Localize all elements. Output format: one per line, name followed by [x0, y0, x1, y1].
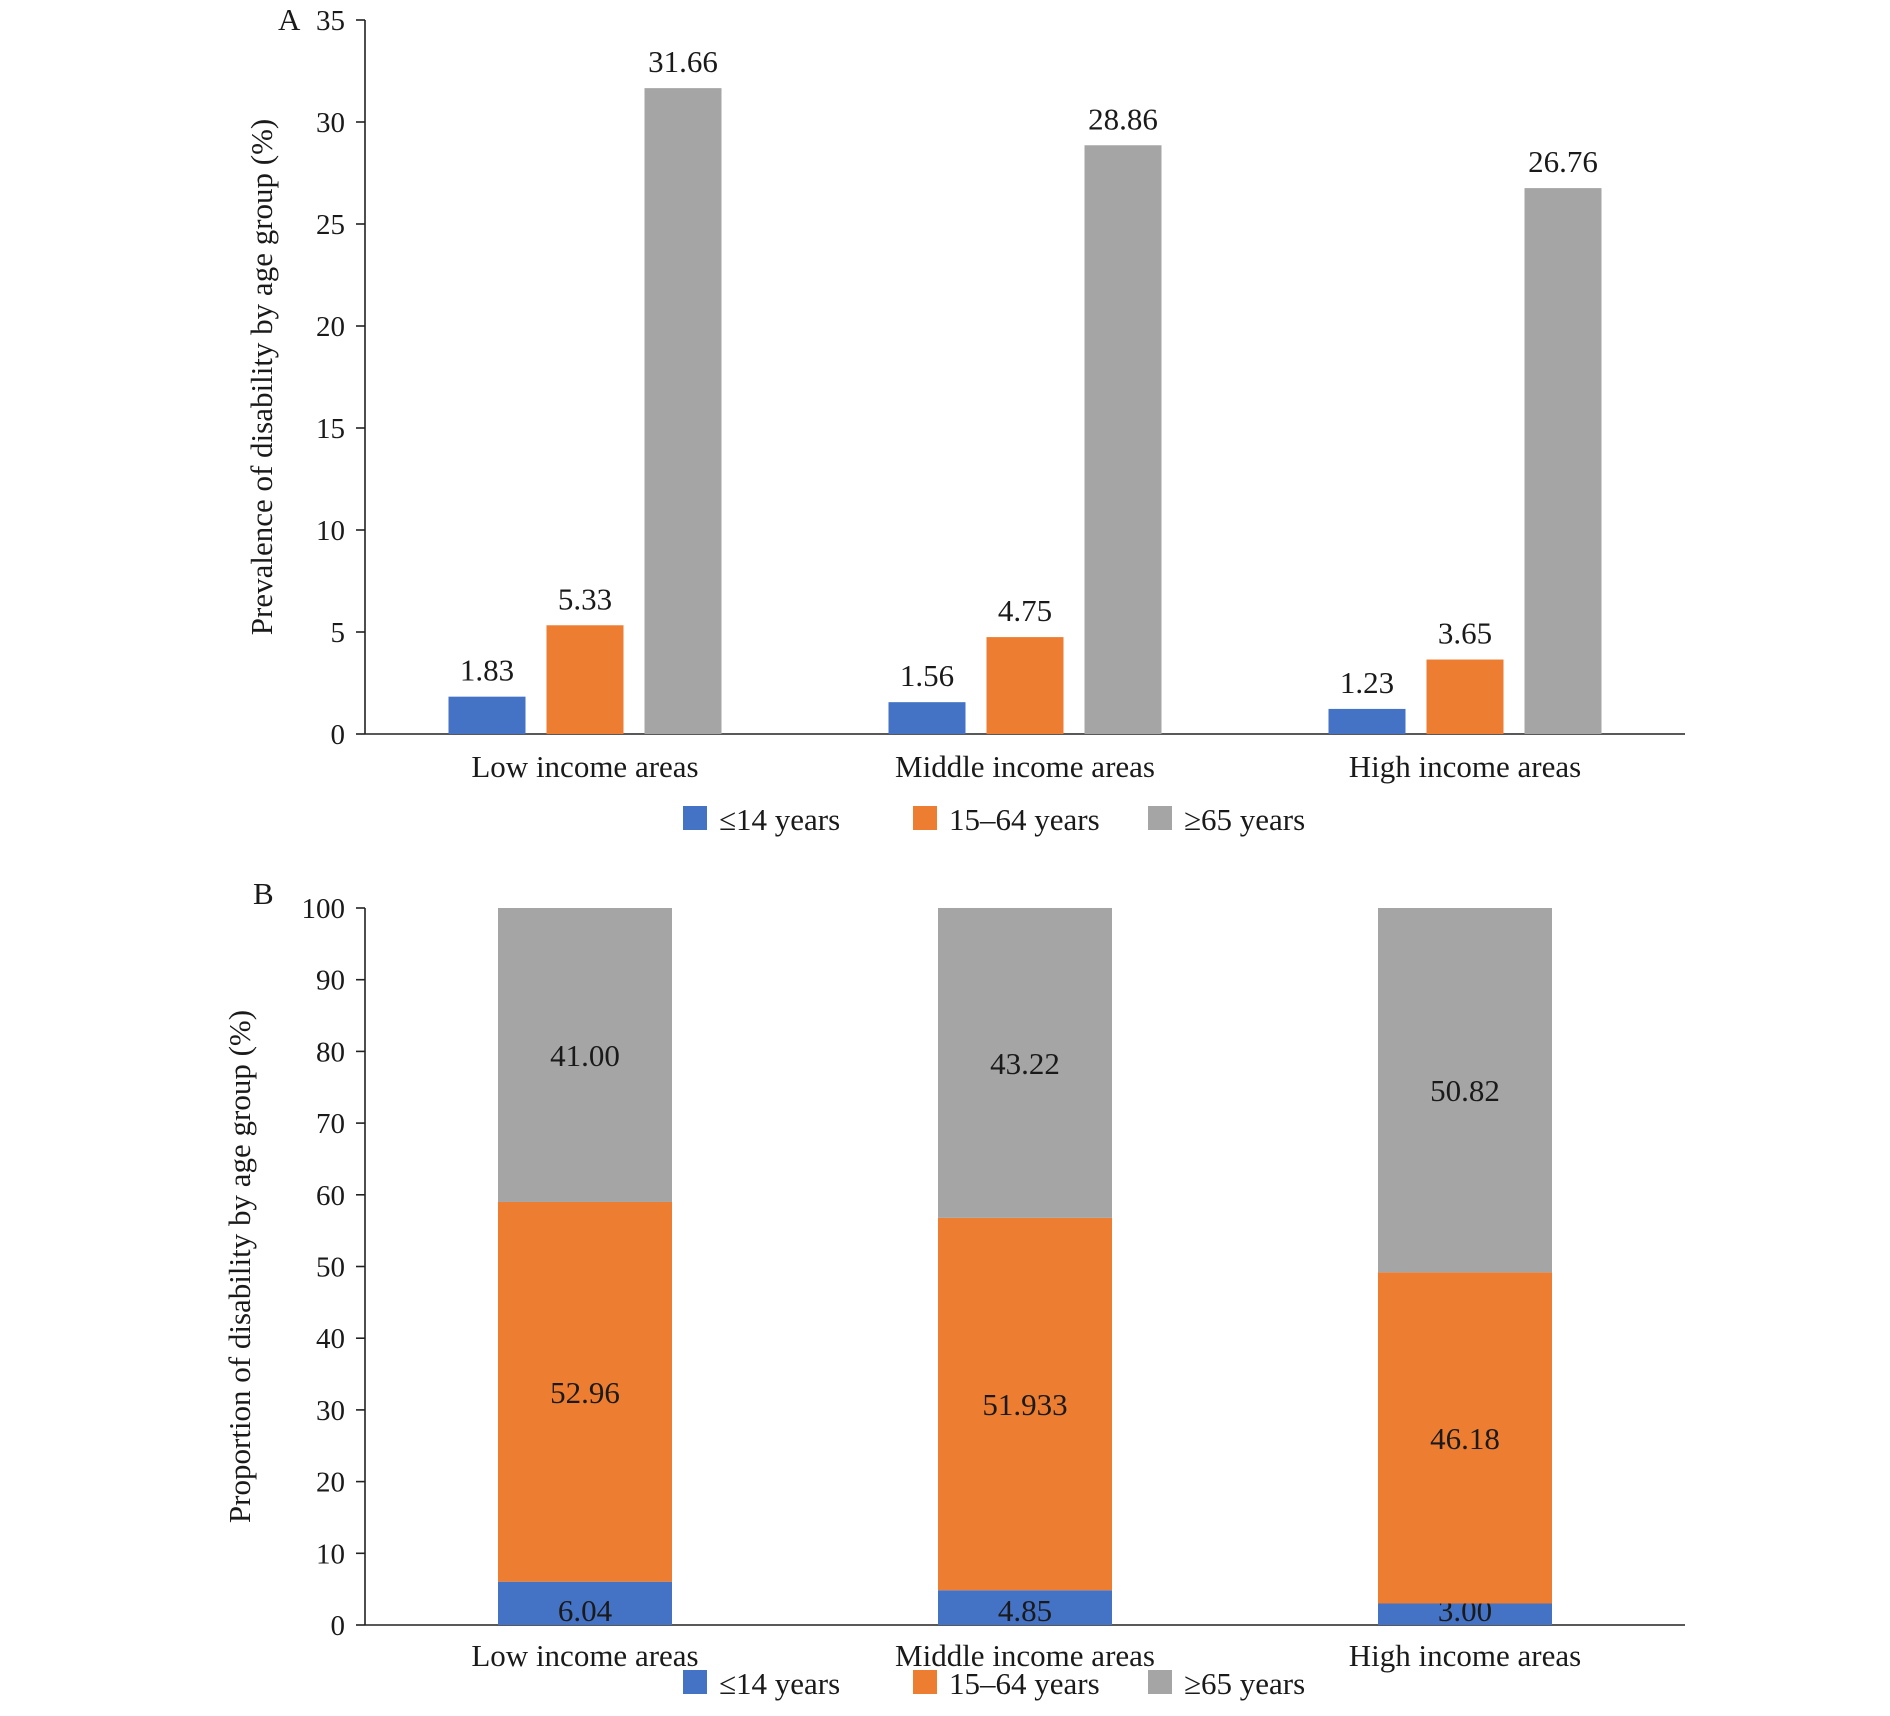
legend-label: 15–64 years	[949, 1666, 1100, 1701]
stacked-bar-segment	[498, 1581, 672, 1625]
legend-label: ≤14 years	[719, 1666, 840, 1701]
y-tick-label: 35	[316, 5, 345, 37]
legend-label: ≥65 years	[1184, 1666, 1305, 1701]
x-category-label: Low income areas	[471, 749, 698, 784]
segment-value-label: 50.82	[1430, 1073, 1500, 1108]
bar	[986, 637, 1064, 734]
bar	[1426, 659, 1504, 734]
legend: ≤14 years 15–64 years ≥65 years	[683, 1666, 1305, 1701]
bar-value-label: 4.75	[998, 593, 1052, 628]
y-tick-label: 5	[331, 617, 346, 649]
x-category-label: Low income areas	[471, 1638, 698, 1673]
stacked-bar-segment	[498, 908, 672, 1202]
y-tick-label: 70	[316, 1108, 345, 1140]
segment-value-label: 6.04	[558, 1593, 613, 1628]
segment-value-label: 46.18	[1430, 1421, 1500, 1456]
legend-swatch	[683, 1670, 707, 1694]
y-tick-label: 80	[316, 1036, 345, 1068]
stacked-bar-segment	[938, 907, 1112, 1218]
y-tick-label: 50	[316, 1252, 345, 1284]
legend-label: ≤14 years	[719, 802, 840, 837]
bar-value-label: 31.66	[648, 44, 718, 79]
legend-label: ≥65 years	[1184, 802, 1305, 837]
bar-value-label: 1.56	[900, 658, 954, 693]
segment-value-label: 52.96	[550, 1375, 620, 1410]
legend-swatch	[1148, 1670, 1172, 1694]
y-tick-label: 20	[316, 1467, 345, 1499]
stacked-bar-segment	[1378, 908, 1552, 1273]
x-category-label: High income areas	[1349, 749, 1581, 784]
bar-value-label: 26.76	[1528, 144, 1598, 179]
stacked-bar-segment	[1378, 1272, 1552, 1604]
y-axis-title: Proportion of disability by age group (%…	[222, 1010, 257, 1523]
panel-letter: A	[278, 2, 301, 37]
legend-swatch	[683, 806, 707, 830]
x-category-label: High income areas	[1349, 1638, 1581, 1673]
y-tick-label: 90	[316, 965, 345, 997]
bar-value-label: 1.83	[460, 653, 514, 688]
stacked-bar-segment	[938, 1217, 1112, 1591]
y-tick-label: 30	[316, 107, 345, 139]
bar	[1328, 708, 1406, 734]
legend-swatch	[913, 1670, 937, 1694]
legend: ≤14 years 15–64 years ≥65 years	[683, 802, 1305, 837]
legend-swatch	[913, 806, 937, 830]
y-tick-label: 15	[316, 413, 345, 445]
stacked-bar-segment	[938, 1590, 1112, 1625]
segment-value-label: 51.933	[982, 1387, 1067, 1422]
y-tick-label: 30	[316, 1395, 345, 1427]
stacked-bar-segment	[498, 1201, 672, 1582]
segment-value-label: 41.00	[550, 1038, 620, 1073]
legend-swatch	[1148, 806, 1172, 830]
bar	[1524, 188, 1602, 734]
x-category-label: Middle income areas	[895, 749, 1155, 784]
bar-value-label: 5.33	[558, 581, 612, 616]
x-category-label: Middle income areas	[895, 1638, 1155, 1673]
y-axis-title: Prevalence of disability by age group (%…	[244, 119, 279, 636]
y-tick-label: 10	[316, 1538, 345, 1570]
bar	[644, 88, 722, 735]
y-tick-label: 100	[302, 893, 346, 925]
bar	[448, 696, 526, 734]
stacked-bar-segment	[1378, 1603, 1552, 1625]
segment-value-label: 43.22	[990, 1046, 1060, 1081]
y-tick-label: 60	[316, 1180, 345, 1212]
chart-panel-a: A 0 5 10 15 20 25 30 35 Prevalence of disability …	[244, 2, 1685, 837]
y-tick-label: 25	[316, 209, 345, 241]
bar-value-label: 3.65	[1438, 616, 1492, 651]
bar	[546, 625, 624, 734]
y-tick-label: 40	[316, 1323, 345, 1355]
y-tick-label: 20	[316, 311, 345, 343]
bar-value-label: 1.23	[1340, 665, 1394, 700]
panel-letter: B	[253, 876, 274, 911]
bar	[888, 702, 966, 734]
segment-value-label: 4.85	[998, 1593, 1052, 1628]
bar-value-label: 28.86	[1088, 101, 1158, 136]
chart-panel-b: B 0 10 20 30 40 50 60 70 80 90 100 Proportion of dis…	[222, 876, 1685, 1701]
y-tick-label: 0	[331, 719, 346, 751]
bar	[1084, 145, 1162, 735]
legend-label: 15–64 years	[949, 802, 1100, 837]
y-tick-label: 0	[331, 1610, 346, 1642]
y-tick-label: 10	[316, 515, 345, 547]
